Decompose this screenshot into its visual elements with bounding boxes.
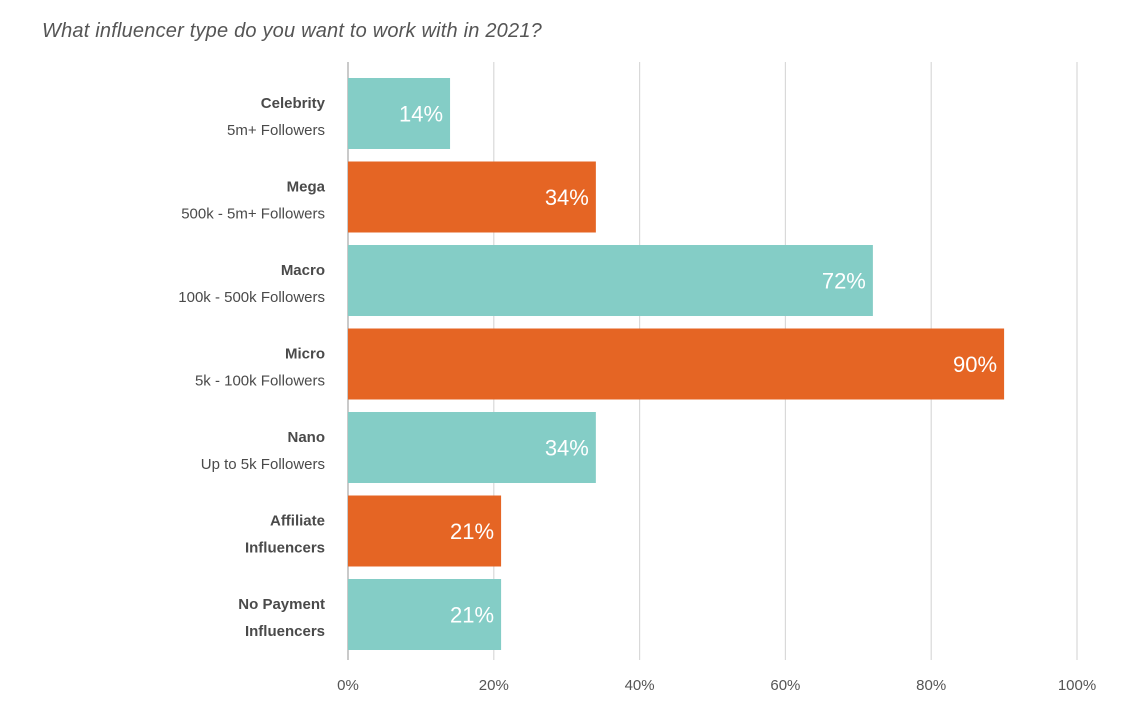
bar-nano xyxy=(348,412,596,483)
category-name: No Payment xyxy=(238,596,325,613)
category-name: Micro xyxy=(285,346,325,363)
bar-value-label: 21% xyxy=(450,519,494,544)
x-tick-label: 40% xyxy=(625,677,655,694)
bar-value-label: 21% xyxy=(450,603,494,628)
category-name: Macro xyxy=(281,262,325,279)
x-tick-label: 80% xyxy=(916,677,946,694)
x-axis-ticks: 0% 20% 40% 60% 80% 100% xyxy=(337,677,1096,694)
bar-value-label: 90% xyxy=(953,352,997,377)
bar-micro xyxy=(348,328,1005,400)
bar-value-label: 14% xyxy=(399,102,443,127)
bar-value-label: 34% xyxy=(545,185,589,210)
category-name: Mega xyxy=(287,179,326,196)
category-subtitle: 5k - 100k Followers xyxy=(195,373,325,390)
category-subtitle: Up to 5k Followers xyxy=(201,456,325,473)
chart-title: What influencer type do you want to work… xyxy=(42,20,542,42)
category-subtitle: 5m+ Followers xyxy=(227,122,325,139)
category-name: Nano xyxy=(288,429,326,446)
bar-value-label: 72% xyxy=(822,269,866,294)
bar-value-label: 34% xyxy=(545,436,589,461)
category-subtitle: Influencers xyxy=(245,623,325,640)
x-tick-label: 60% xyxy=(770,677,800,694)
category-subtitle: Influencers xyxy=(245,540,325,557)
x-tick-label: 100% xyxy=(1058,677,1096,694)
bar-celebrity xyxy=(348,78,451,149)
bar-affiliate xyxy=(348,495,502,567)
category-labels: Celebrity 5m+ Followers Mega 500k - 5m+ Fol… xyxy=(178,95,325,640)
category-subtitle: 500k - 5m+ Followers xyxy=(181,206,325,223)
x-tick-label: 0% xyxy=(337,677,359,694)
bar-mega xyxy=(348,161,596,233)
x-tick-label: 20% xyxy=(479,677,509,694)
bar-no-payment xyxy=(348,579,502,650)
bars: 14% 34% 72% 90% 34% 21% 21% xyxy=(348,78,1005,650)
category-name: Affiliate xyxy=(270,513,325,530)
bar-macro xyxy=(348,245,873,316)
category-name: Celebrity xyxy=(261,95,326,112)
category-subtitle: 100k - 500k Followers xyxy=(178,289,325,306)
